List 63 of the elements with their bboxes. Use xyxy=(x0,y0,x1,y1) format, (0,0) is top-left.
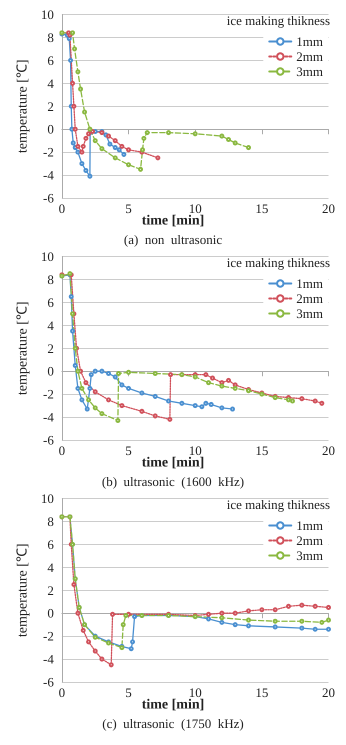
legend-label: 3mm xyxy=(296,306,324,321)
legend-label: 1mm xyxy=(296,518,324,533)
x-axis-title: time [min] xyxy=(142,698,204,712)
y-tick-label: 10 xyxy=(40,7,54,22)
text: (b) ultrasonic (1600 kHz) xyxy=(102,474,244,489)
x-axis-title: time [min] xyxy=(142,456,204,470)
y-tick-label: 8 xyxy=(47,514,54,529)
legend-label: 3mm xyxy=(296,64,324,79)
y-tick-label: 10 xyxy=(40,249,54,264)
legend-label: 2mm xyxy=(296,49,324,64)
y-axis-title: temperature [℃] xyxy=(16,301,30,396)
x-tick-label: 20 xyxy=(322,443,335,458)
y-axis-title: temperature [℃] xyxy=(16,543,30,638)
x-tick-label: 0 xyxy=(58,201,66,216)
legend-label: 2mm xyxy=(296,291,324,306)
legend-label: 3mm xyxy=(296,548,324,563)
x-tick-label: 20 xyxy=(322,685,335,700)
y-tick-label: -2 xyxy=(43,628,54,644)
x-tick-label: 10 xyxy=(188,685,202,700)
y-tick-label: 10 xyxy=(40,491,54,506)
legend-title: ice making thikness xyxy=(226,497,330,512)
x-tick-label: 5 xyxy=(125,201,132,216)
text: (a) non ultrasonic xyxy=(124,232,222,247)
y-tick-label: -6 xyxy=(43,190,54,206)
y-tick-label: 8 xyxy=(47,272,54,287)
y-tick-label: -2 xyxy=(43,386,54,402)
x-tick-label: 0 xyxy=(58,443,66,458)
y-tick-label: 6 xyxy=(47,536,54,552)
y-tick-label: -4 xyxy=(43,168,54,183)
x-axis-title: time [min] xyxy=(142,214,204,228)
y-axis-title: temperature [℃] xyxy=(16,59,30,154)
x-tick-label: 15 xyxy=(255,685,268,700)
x-tick-label: 10 xyxy=(188,201,202,216)
x-tick-label: 15 xyxy=(255,443,268,458)
y-tick-label: 2 xyxy=(47,98,54,114)
x-tick-label: 0 xyxy=(58,685,66,700)
legend-title: ice making thikness xyxy=(226,255,330,270)
y-tick-label: -4 xyxy=(43,652,54,667)
y-tick-label: 4 xyxy=(47,318,54,333)
legend-label: 1mm xyxy=(296,34,324,49)
y-tick-label: -4 xyxy=(43,410,54,425)
x-tick-label: 5 xyxy=(125,443,132,458)
x-tick-label: 10 xyxy=(188,443,202,458)
x-tick-label: 5 xyxy=(125,685,132,700)
text: (c) ultrasonic (1750 kHz) xyxy=(102,716,244,731)
y-tick-label: 4 xyxy=(47,560,54,575)
legend-title: ice making thikness xyxy=(226,13,330,28)
y-tick-label: 4 xyxy=(47,76,54,91)
legend-label: 1mm xyxy=(296,276,324,291)
y-tick-label: 0 xyxy=(47,364,54,379)
y-tick-label: 0 xyxy=(47,122,54,137)
y-tick-label: 8 xyxy=(47,30,54,45)
y-tick-label: -6 xyxy=(43,432,54,448)
y-tick-label: -2 xyxy=(43,144,54,160)
y-tick-label: 6 xyxy=(47,52,54,68)
y-tick-label: 2 xyxy=(47,582,54,598)
y-tick-label: 2 xyxy=(47,340,54,356)
x-tick-label: 20 xyxy=(322,201,335,216)
y-tick-label: 0 xyxy=(47,606,54,621)
y-tick-label: 6 xyxy=(47,294,54,310)
legend-label: 2mm xyxy=(296,533,324,548)
x-tick-label: 15 xyxy=(255,201,268,216)
y-tick-label: -6 xyxy=(43,674,54,690)
